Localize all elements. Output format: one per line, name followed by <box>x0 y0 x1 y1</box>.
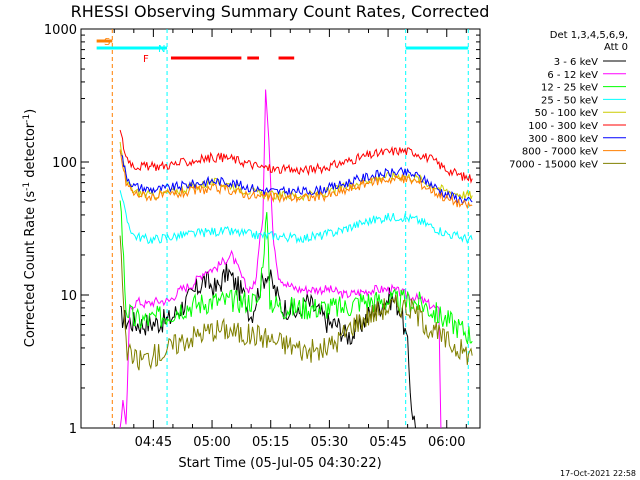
legend-entry-label: 50 - 100 keV <box>535 108 599 119</box>
series-line-1 <box>119 262 416 428</box>
y-tick-label: 10 <box>60 289 77 304</box>
y-axis-label: Corrected Count Rate (s-1 detector-1) <box>22 109 38 347</box>
flag-layer: S NF <box>96 29 469 428</box>
series-line-4 <box>119 190 473 245</box>
x-axis-label: Start Time (05-Jul-05 04:30:22) <box>178 456 381 471</box>
flag-label: F <box>143 54 149 65</box>
y-axis-label-main: Corrected Count Rate (s <box>23 191 38 348</box>
legend-entry-label: 25 - 50 keV <box>541 95 598 106</box>
y-tick-label: 1 <box>69 422 77 437</box>
legend-entry-label: 800 - 7000 keV <box>522 147 598 158</box>
legend: Det 1,3,4,5,6,9,Att 0 3 - 6 keV 6 - 12 keV… <box>509 30 628 170</box>
x-tick-label: 05:30 <box>311 435 348 450</box>
axis-layer: 1 10 100 1000 04:45 05:00 05:15 05:30 05:45 06:00 <box>44 23 480 450</box>
footer-date: 17-Oct-2021 22:58 <box>560 469 636 478</box>
flag-label: N <box>158 44 165 55</box>
legend-header: Att 0 <box>604 42 628 53</box>
series-line-9 <box>119 235 473 371</box>
legend-entry-label: 7000 - 15000 keV <box>509 159 598 170</box>
chart-title: RHESSI Observing Summary Count Rates, Co… <box>71 2 490 21</box>
y-axis-label-end: ) <box>23 109 38 114</box>
legend-entry-label: 6 - 12 keV <box>547 70 598 81</box>
x-tick-label: 05:45 <box>369 435 406 450</box>
legend-entry-label: 300 - 800 keV <box>528 134 598 145</box>
series-line-2 <box>119 89 442 428</box>
series-line-8 <box>119 149 473 210</box>
legend-entry-label: 100 - 300 keV <box>528 121 598 132</box>
y-tick-label: 100 <box>52 156 77 171</box>
series-layer <box>119 89 473 428</box>
legend-entry-label: 12 - 25 keV <box>541 83 598 94</box>
y-axis-label-exp2: -1 <box>22 114 32 123</box>
series-line-3 <box>119 200 473 345</box>
series-line-6 <box>119 129 473 184</box>
y-axis-label-exp1: -1 <box>22 182 32 191</box>
legend-entry-label: 3 - 6 keV <box>554 57 598 68</box>
flag-label: S <box>104 37 110 48</box>
series-line-7 <box>119 150 473 205</box>
legend-header: Det 1,3,4,5,6,9, <box>550 30 628 41</box>
x-tick-label: 04:45 <box>135 435 172 450</box>
plot-frame <box>80 28 481 429</box>
y-tick-label: 1000 <box>44 23 77 38</box>
x-tick-label: 05:15 <box>252 435 289 450</box>
x-tick-label: 05:00 <box>193 435 230 450</box>
x-tick-label: 06:00 <box>428 435 465 450</box>
y-axis-label-mid: detector <box>23 122 38 182</box>
